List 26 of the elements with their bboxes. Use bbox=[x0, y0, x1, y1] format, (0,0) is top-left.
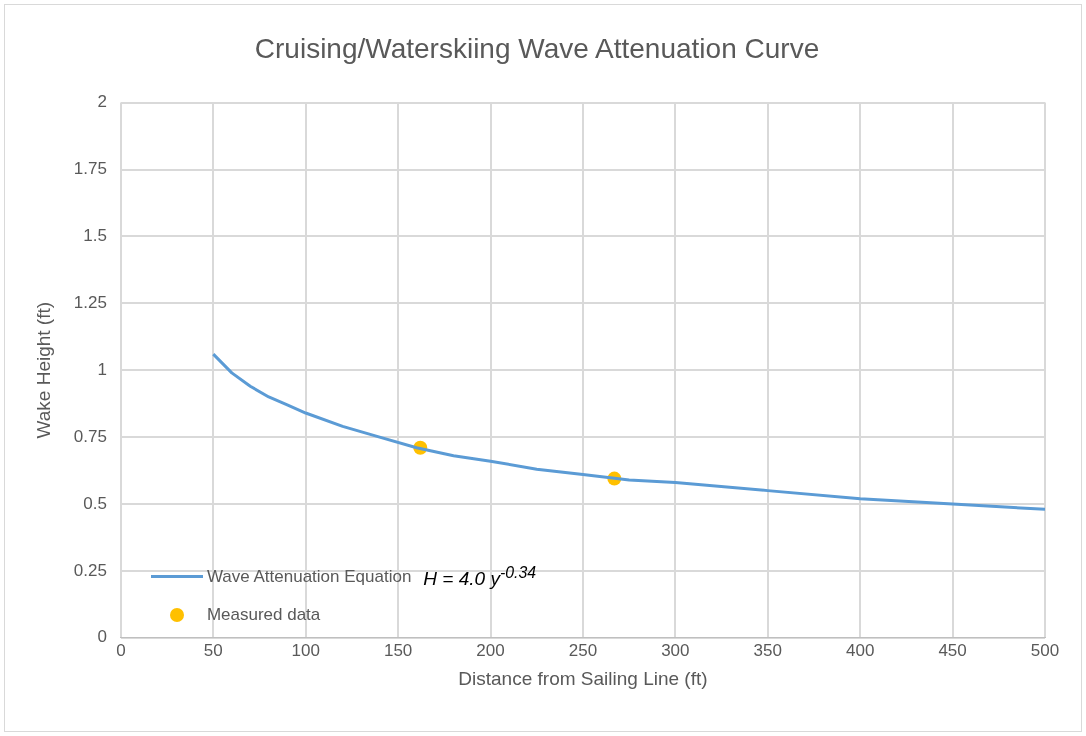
y-tick-label: 1.5 bbox=[83, 226, 107, 246]
y-tick-label: 0.75 bbox=[73, 426, 107, 446]
annotation: H = 4.0 y$^{-0.34}$ bbox=[423, 563, 536, 590]
x-tick-label: 200 bbox=[476, 640, 505, 660]
y-tick-label: 0.5 bbox=[83, 493, 107, 513]
y-tick-label: 1.75 bbox=[73, 159, 107, 179]
y-tick-label: 1 bbox=[97, 359, 107, 379]
x-tick-label: 100 bbox=[291, 640, 320, 660]
x-tick-label: 300 bbox=[661, 640, 690, 660]
legend-label: Measured data bbox=[206, 604, 321, 625]
x-tick-label: 0 bbox=[116, 640, 126, 660]
x-tick-label: 350 bbox=[753, 640, 782, 660]
y-axis-title: Wake Height (ft) bbox=[32, 301, 54, 439]
legend-label: Wave Attenuation Equation bbox=[206, 566, 412, 587]
y-tick-label: 2 bbox=[97, 92, 107, 112]
y-tick-label: 0.25 bbox=[73, 560, 107, 580]
y-tick-label: 1.25 bbox=[73, 292, 107, 312]
x-tick-label: 50 bbox=[203, 640, 223, 660]
x-tick-label: 450 bbox=[938, 640, 967, 660]
x-tick-label: 150 bbox=[383, 640, 413, 660]
chart-title: Cruising/Waterskiing Wave Attenuation Curve bbox=[254, 32, 820, 64]
y-tick-label: 0 bbox=[97, 627, 107, 647]
x-axis-title: Distance from Sailing Line (ft) bbox=[458, 667, 708, 689]
x-tick-label: 400 bbox=[845, 640, 875, 660]
x-tick-label: 500 bbox=[1030, 640, 1060, 660]
x-tick-label: 250 bbox=[568, 640, 598, 660]
